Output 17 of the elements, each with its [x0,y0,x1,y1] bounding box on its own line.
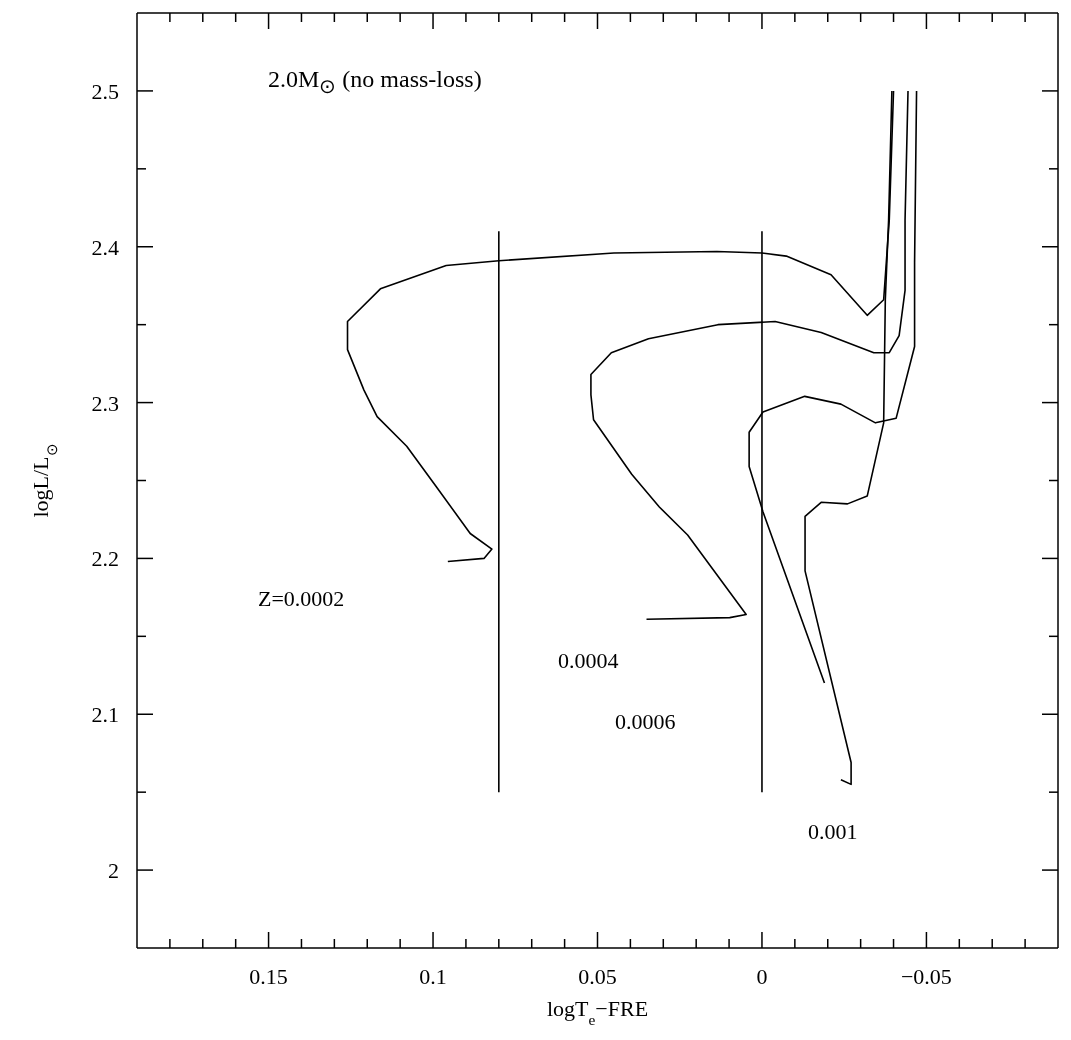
x-tick-label: 0.15 [249,964,288,989]
y-tick-label: 2.1 [91,702,119,728]
x-tick-label: 0 [756,964,768,989]
y-tick-label: 2.3 [91,390,119,416]
annotation: 0.0004 [558,648,619,674]
x-axis-title: logT$_{e}$−FRE [546,996,649,1028]
text: 2.0M$_{⊙}$ (no mass-loss) [268,66,482,98]
x-tick-label: −0.05 [900,964,952,989]
y-tick-label: 2.2 [91,546,119,572]
x-tick-label: 0.05 [578,964,617,989]
y-tick-label: 2.4 [91,234,119,260]
annotation: 0.001 [808,819,858,845]
y-tick-label: 2 [108,858,119,884]
annotation: 0.0006 [615,709,676,735]
y-tick-label: 2.5 [91,78,119,104]
annotation: Z=0.0002 [258,586,345,612]
x-tick-label: 0.1 [419,964,447,989]
